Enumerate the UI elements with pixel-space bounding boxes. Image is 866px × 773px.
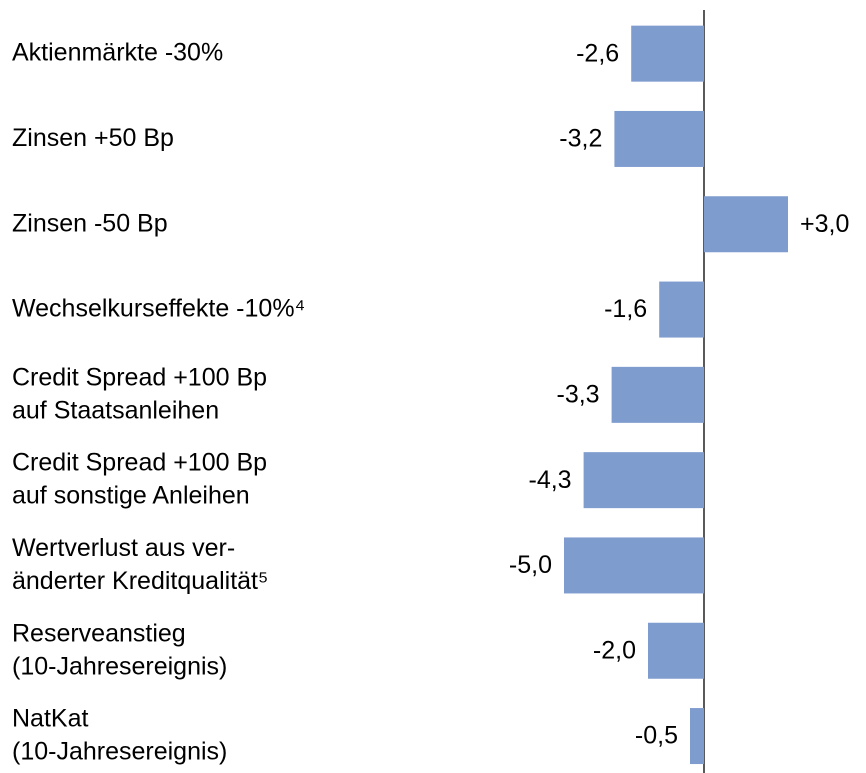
value-label: -4,3 xyxy=(529,466,572,494)
bar xyxy=(614,110,704,167)
value-label: -2,0 xyxy=(593,636,636,664)
value-label: -3,3 xyxy=(557,380,600,408)
value-label: +3,0 xyxy=(800,210,849,238)
value-label: -2,6 xyxy=(576,39,619,67)
bar xyxy=(648,622,704,679)
category-label: Aktienmärkte -30% xyxy=(12,38,223,66)
value-label: -3,2 xyxy=(559,125,602,153)
bar xyxy=(690,708,704,765)
bar xyxy=(704,196,788,253)
value-label: -5,0 xyxy=(509,551,552,579)
category-label: NatKat (10-Jahresereignis) xyxy=(12,704,227,765)
bar xyxy=(631,25,704,82)
value-label: -0,5 xyxy=(635,722,678,750)
category-label: Credit Spread +100 Bp auf Staatsanleihen xyxy=(12,363,267,424)
category-label: Credit Spread +100 Bp auf sonstige Anleih… xyxy=(12,448,267,509)
bar xyxy=(611,366,704,423)
category-label: Zinsen -50 Bp xyxy=(12,209,168,237)
bar xyxy=(564,537,704,594)
bar xyxy=(583,452,704,509)
bar xyxy=(659,281,704,338)
value-label: -1,6 xyxy=(604,295,647,323)
category-label: Zinsen +50 Bp xyxy=(12,124,174,152)
category-label: Wertverlust aus ver-änderter Kreditquali… xyxy=(12,534,268,595)
category-label: Reserveanstieg (10-Jahresereignis) xyxy=(12,619,227,680)
category-label: Wechselkurseffekte -10%⁴ xyxy=(12,294,305,322)
